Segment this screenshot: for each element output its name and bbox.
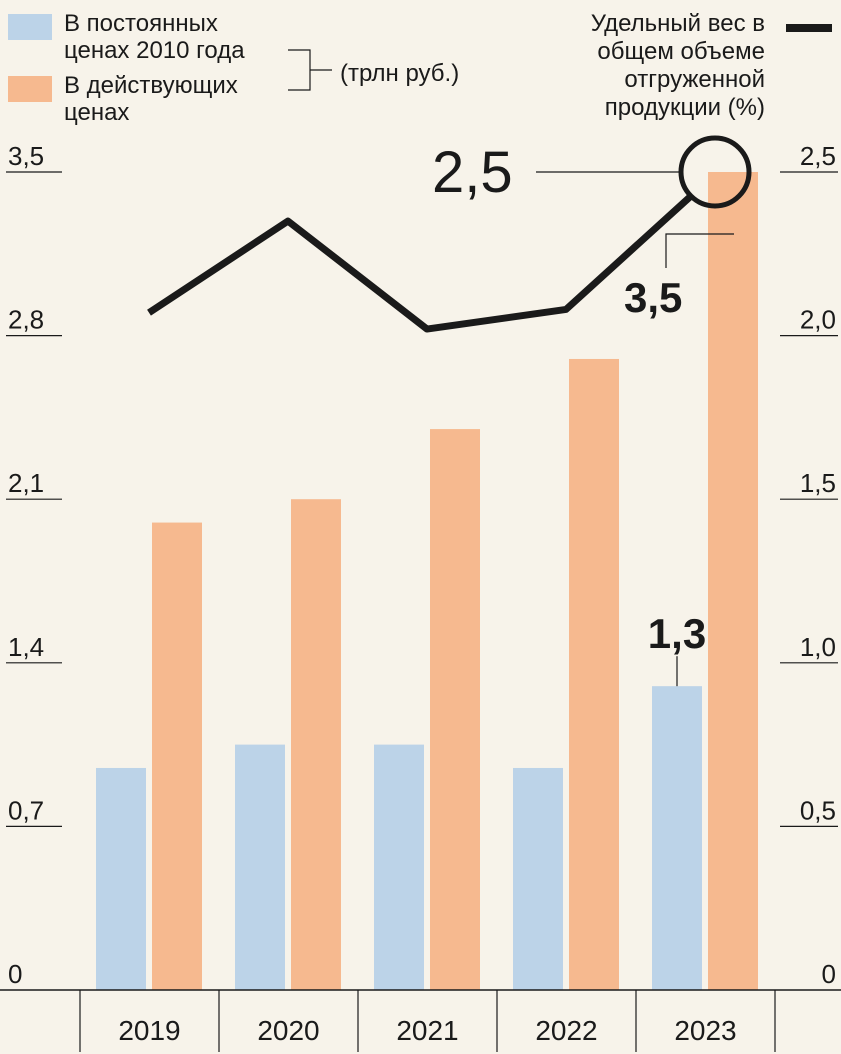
line-share [147, 193, 694, 333]
right-tick-label-1: 0,5 [800, 795, 836, 825]
legend-swatch-current [8, 76, 52, 102]
x-tick-label-2022: 2022 [535, 1015, 597, 1046]
bar-constant-2022 [513, 767, 563, 990]
x-tick-label-2023: 2023 [674, 1015, 736, 1046]
legend-bracket [288, 49, 311, 91]
x-tick-label-2019: 2019 [118, 1015, 180, 1046]
right-tick-label-2: 1,0 [800, 632, 836, 662]
right-tick-label-4: 2,0 [800, 305, 836, 335]
bar-current-2020 [291, 499, 341, 990]
bar-constant-2023 [652, 686, 702, 990]
legend-unit: (трлн руб.) [340, 60, 460, 87]
legend-line-share [786, 24, 832, 32]
right-tick-label-5: 2,5 [800, 141, 836, 171]
bar-current-2023 [708, 172, 758, 990]
annotation-current-leader [665, 233, 734, 268]
bar-current-2022 [569, 358, 619, 990]
bar-constant-2020 [235, 744, 285, 990]
x-tick-label-2020: 2020 [257, 1015, 319, 1046]
legend-swatch-constant [8, 14, 52, 40]
left-tick-label-0: 0 [8, 959, 22, 989]
left-tick-label-2: 1,4 [8, 632, 44, 662]
bar-constant-2021 [374, 744, 424, 990]
annotation-constant-value: 1,3 [648, 610, 706, 657]
right-tick-label-3: 1,5 [800, 468, 836, 498]
left-tick-label-5: 3,5 [8, 141, 44, 171]
annotation-line-value: 2,5 [432, 140, 513, 205]
legend-label-current: В действующих ценах [64, 72, 238, 126]
left-tick-label-1: 0,7 [8, 795, 44, 825]
bar-current-2021 [430, 429, 480, 991]
left-tick-label-4: 2,8 [8, 305, 44, 335]
legend-label-constant: В постоянных ценах 2010 года [64, 10, 245, 64]
x-tick-label-2021: 2021 [396, 1015, 458, 1046]
bar-current-2019 [152, 522, 202, 990]
bar-constant-2019 [96, 767, 146, 990]
left-tick-label-3: 2,1 [8, 468, 44, 498]
legend-label-share: Удельный вес в общем объеме отгруженной … [590, 10, 765, 121]
annotation-current-value: 3,5 [624, 274, 682, 321]
right-tick-label-0: 0 [822, 959, 836, 989]
